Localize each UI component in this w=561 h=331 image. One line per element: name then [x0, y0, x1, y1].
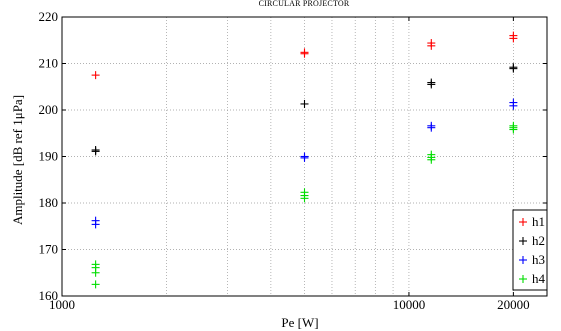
legend-item-h3: h3	[519, 252, 545, 267]
legend: h1 h2 h3 h4	[512, 209, 548, 291]
data-point-h2	[91, 147, 100, 156]
legend-item-h1: h1	[519, 214, 545, 229]
y-tick-label: 160	[39, 288, 59, 303]
x-tick-label: 10000	[393, 297, 426, 312]
legend-box	[512, 209, 548, 291]
data-point-h3	[91, 220, 100, 229]
data-point-h4	[509, 125, 518, 134]
data-point-h1	[91, 71, 100, 80]
data-points	[91, 31, 518, 289]
y-tick-label: 210	[39, 56, 59, 71]
chart-title: CIRCULAR PROJECTOR	[259, 0, 350, 8]
legend-item-h2: h2	[519, 233, 545, 248]
axis-ticks: 160 170 180 190 200 210 220 1000 10000 20000	[39, 9, 547, 312]
data-point-h3	[427, 123, 436, 132]
data-point-h2	[300, 99, 309, 108]
data-point-h3	[300, 153, 309, 162]
data-point-h3	[509, 101, 518, 110]
x-axis-label: Pe [W]	[281, 315, 318, 330]
x-tick-label: 1000	[49, 297, 75, 312]
y-tick-label: 170	[39, 242, 59, 257]
data-point-h1	[509, 34, 518, 43]
y-tick-label: 220	[39, 9, 59, 24]
legend-label: h4	[532, 271, 546, 286]
data-point-h4	[427, 155, 436, 164]
legend-label: h2	[532, 233, 545, 248]
y-tick-label: 180	[39, 195, 59, 210]
y-tick-label: 190	[39, 149, 59, 164]
data-point-h4	[91, 280, 100, 289]
legend-label: h1	[532, 214, 545, 229]
data-point-h4	[300, 194, 309, 203]
data-point-h1	[427, 41, 436, 50]
data-point-h4	[91, 268, 100, 277]
data-point-h1	[300, 49, 309, 58]
y-tick-label: 200	[39, 102, 59, 117]
data-point-h2	[427, 80, 436, 89]
x-tick-label: 20000	[497, 297, 530, 312]
legend-label: h3	[532, 252, 545, 267]
legend-item-h4: h4	[519, 271, 546, 286]
data-point-h2	[509, 64, 518, 73]
y-axis-label: Amplitude [dB ref 1μPa]	[10, 95, 25, 225]
